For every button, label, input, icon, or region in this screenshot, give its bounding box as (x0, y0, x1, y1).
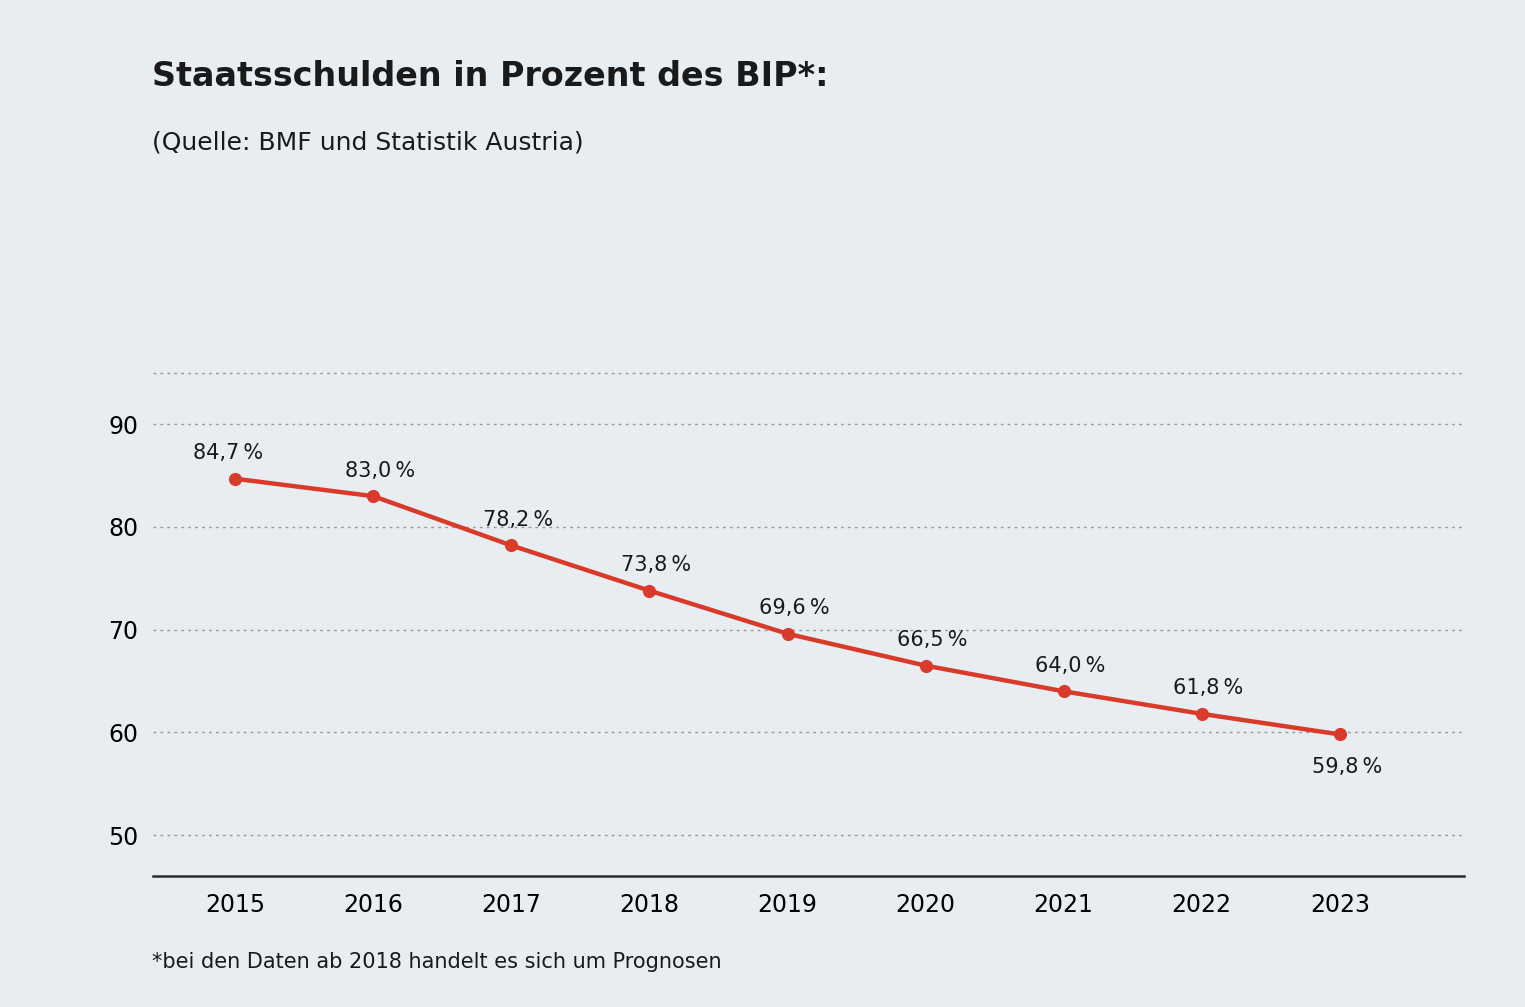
Text: 83,0 %: 83,0 % (345, 461, 415, 480)
Text: 78,2 %: 78,2 % (483, 511, 554, 530)
Point (775, 625, 799, 641)
Point (361, 488, 386, 505)
Text: 64,0 %: 64,0 % (1035, 656, 1106, 676)
Point (223, 470, 247, 486)
Text: 69,6 %: 69,6 % (759, 598, 830, 618)
Point (637, 583, 662, 599)
Point (499, 538, 523, 554)
Point (913, 658, 938, 674)
Text: (Quelle: BMF und Statistik Austria): (Quelle: BMF und Statistik Austria) (152, 131, 584, 155)
Point (1328, 726, 1353, 742)
Text: 59,8 %: 59,8 % (1312, 757, 1382, 777)
Text: 84,7 %: 84,7 % (194, 443, 264, 463)
Text: 66,5 %: 66,5 % (897, 630, 968, 651)
Text: Staatsschulden in Prozent des BIP*:: Staatsschulden in Prozent des BIP*: (152, 60, 830, 94)
Point (1051, 683, 1075, 699)
Text: 61,8 %: 61,8 % (1173, 679, 1244, 699)
Text: *bei den Daten ab 2018 handelt es sich um Prognosen: *bei den Daten ab 2018 handelt es sich u… (152, 952, 723, 972)
Text: 73,8 %: 73,8 % (621, 555, 691, 575)
Point (1190, 706, 1214, 722)
